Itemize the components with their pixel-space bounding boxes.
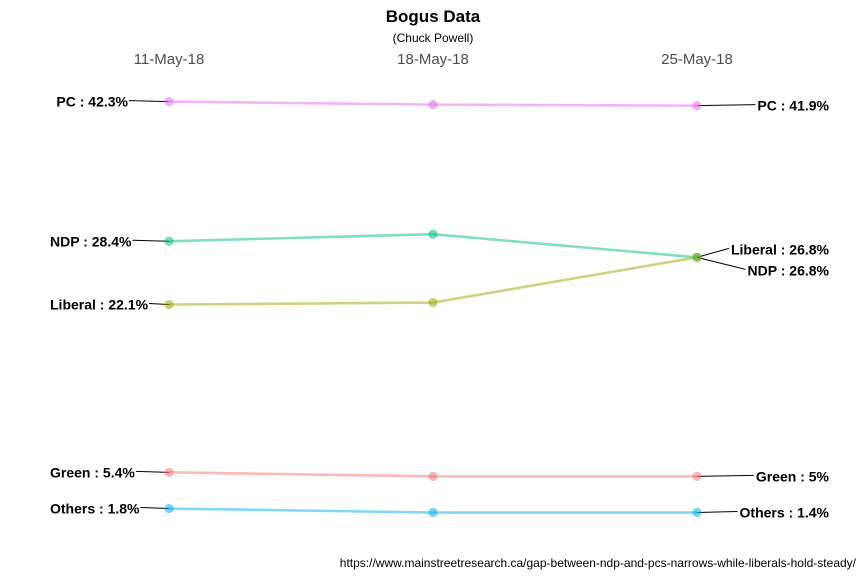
- start-label-pc: PC : 42.3%: [56, 94, 128, 110]
- end-label-others: Others : 1.4%: [740, 505, 830, 521]
- end-label-liberal: Liberal : 26.8%: [731, 241, 830, 257]
- series-labels: PC : 42.3% PC : 41.9% NDP : 28.4% NDP : 26.…: [50, 94, 830, 521]
- leader-line: [696, 256, 746, 270]
- leader-line: [696, 474, 754, 477]
- x-tick-label: 11-May-18: [134, 51, 205, 68]
- x-tick-label: 18-May-18: [397, 51, 469, 68]
- start-label-others: Others : 1.8%: [50, 501, 140, 517]
- x-axis-labels: 11-May-18 18-May-18 25-May-18: [134, 51, 733, 68]
- chart-subtitle: (Chuck Powell): [393, 31, 474, 45]
- data-point: [692, 101, 702, 111]
- leader-line: [696, 511, 738, 514]
- leader-line: [135, 470, 170, 473]
- end-label-ndp: NDP : 26.8%: [748, 262, 830, 278]
- label-leader-lines: [128, 100, 756, 514]
- start-label-ndp: NDP : 28.4%: [50, 233, 132, 249]
- x-tick-label: 25-May-18: [661, 51, 733, 68]
- leader-line: [696, 247, 730, 258]
- data-point: [692, 471, 702, 481]
- data-point: [692, 507, 702, 518]
- leader-line: [696, 104, 756, 107]
- data-point: [428, 229, 438, 239]
- data-point: [164, 236, 174, 246]
- end-label-green: Green : 5%: [756, 468, 830, 484]
- leader-line: [128, 100, 170, 103]
- data-point: [164, 467, 174, 477]
- chart-caption: https://www.mainstreetresearch.ca/gap-be…: [340, 556, 857, 570]
- end-label-pc: PC : 41.9%: [757, 98, 829, 114]
- series-points: [164, 97, 702, 518]
- data-point: [164, 299, 174, 310]
- data-point: [428, 100, 438, 110]
- start-label-green: Green : 5.4%: [50, 464, 135, 480]
- data-point: [164, 97, 174, 107]
- chart-title: Bogus Data: [386, 7, 481, 26]
- leader-line: [140, 507, 170, 510]
- data-point: [164, 503, 174, 514]
- data-point: [428, 297, 438, 308]
- data-point: [428, 471, 438, 481]
- data-point: [692, 252, 702, 262]
- start-label-liberal: Liberal : 22.1%: [50, 297, 149, 313]
- leader-line: [132, 239, 170, 242]
- data-point: [428, 507, 438, 518]
